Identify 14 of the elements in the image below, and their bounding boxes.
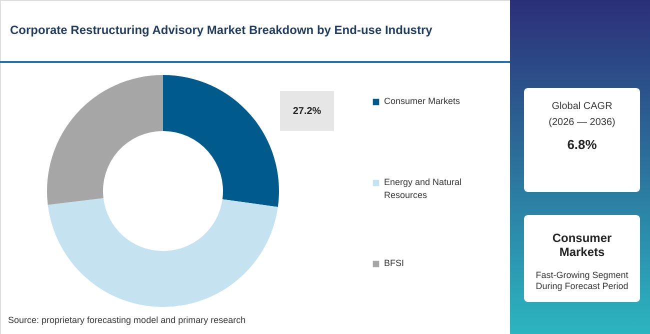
donut-slice (47, 75, 163, 205)
text: (2026 — 2036) (548, 117, 616, 128)
text: 6.8% (567, 137, 598, 152)
donut-slice (163, 75, 279, 207)
text: Fast-Growing Segment During Forecast Period (536, 270, 629, 291)
data-label: 27.2% (292, 106, 322, 117)
source-note: Source: proprietary forecasting model and primary research (8, 315, 246, 325)
text: Global CAGR (552, 101, 612, 112)
legend-label: Energy and Natural Resources (384, 177, 462, 200)
legend-label: BFSI (384, 258, 404, 268)
legend-label: Consumer Markets (384, 96, 461, 106)
donut-slice (48, 198, 278, 307)
chart-title: Corporate Restructuring Advisory Market Breakdown by End-use Industry (10, 23, 433, 37)
text: Consumer Markets (552, 231, 612, 259)
